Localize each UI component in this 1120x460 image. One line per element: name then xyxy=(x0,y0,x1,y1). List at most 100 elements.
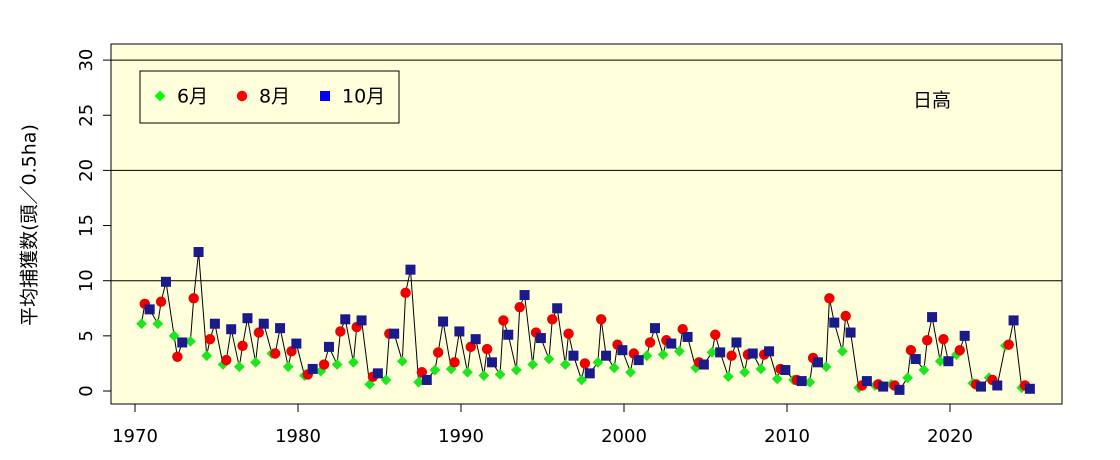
y-tick-label: 15 xyxy=(76,214,97,237)
point-circle xyxy=(318,359,330,370)
point-diamond xyxy=(559,359,571,370)
point-diamond xyxy=(918,364,930,376)
point-diamond xyxy=(527,359,539,370)
legend-label: 6月 xyxy=(177,86,208,108)
point-diamond xyxy=(902,372,914,384)
point-diamond xyxy=(674,345,685,357)
point-circle xyxy=(498,315,509,326)
point-square xyxy=(454,326,465,337)
point-square xyxy=(910,354,921,365)
legend: 6月 8月 10月 xyxy=(139,70,400,124)
point-diamond xyxy=(152,318,164,330)
point-square xyxy=(356,315,367,326)
point-square xyxy=(878,381,889,392)
point-square xyxy=(959,330,970,341)
point-circle xyxy=(938,333,949,345)
point-square xyxy=(617,345,628,356)
point-circle xyxy=(204,333,216,345)
point-square xyxy=(633,355,644,366)
point-diamond xyxy=(722,371,734,383)
point-square xyxy=(421,374,432,385)
point-circle xyxy=(155,296,167,307)
point-diamond xyxy=(641,350,653,362)
point-circle xyxy=(1003,339,1014,350)
point-square xyxy=(242,313,253,324)
x-tick-label: 1970 xyxy=(112,426,158,447)
legend-marker xyxy=(320,91,330,101)
y-tick-label: 30 xyxy=(76,49,97,72)
point-diamond xyxy=(348,356,359,368)
point-circle xyxy=(921,335,933,346)
legend-label: 8月 xyxy=(259,86,290,108)
point-circle xyxy=(563,328,574,339)
point-square xyxy=(535,333,546,344)
point-square xyxy=(845,327,856,338)
point-circle xyxy=(416,367,428,378)
point-circle xyxy=(188,293,199,304)
point-circle xyxy=(481,343,493,355)
point-diamond xyxy=(576,374,588,386)
point-circle xyxy=(286,346,297,357)
point-square xyxy=(340,314,351,325)
point-square xyxy=(323,341,334,352)
point-square xyxy=(715,347,726,358)
point-diamond xyxy=(771,373,783,385)
legend-box xyxy=(139,70,400,124)
point-diamond xyxy=(608,362,620,374)
point-circle xyxy=(595,314,607,325)
point-square xyxy=(160,276,171,287)
point-square xyxy=(731,337,742,348)
legend-marker xyxy=(154,90,166,102)
point-diamond xyxy=(315,365,327,377)
point-square xyxy=(1024,383,1035,394)
x-axis: 1970 1980 1990 2000 2010 2020 xyxy=(112,403,973,447)
point-circle xyxy=(432,347,444,358)
point-square xyxy=(829,317,840,328)
x-tick-label: 2010 xyxy=(764,426,810,447)
point-square xyxy=(438,316,449,327)
point-square xyxy=(601,350,612,361)
horizontal-gridlines xyxy=(111,59,1062,282)
point-circle xyxy=(400,287,411,299)
point-diamond xyxy=(233,361,245,373)
point-circle xyxy=(824,293,835,304)
region-label: 日高 xyxy=(913,90,951,112)
point-square xyxy=(649,323,660,334)
point-diamond xyxy=(168,330,180,342)
point-square xyxy=(405,264,416,275)
data-points xyxy=(136,247,1035,395)
point-square xyxy=(698,359,709,370)
point-square xyxy=(796,376,807,387)
y-tick-label: 20 xyxy=(76,159,97,182)
point-circle xyxy=(726,350,737,361)
point-square xyxy=(144,304,155,315)
point-circle xyxy=(514,301,525,313)
point-diamond xyxy=(201,350,213,362)
point-circle xyxy=(677,324,688,335)
point-circle xyxy=(172,351,183,363)
point-diamond xyxy=(592,356,604,368)
point-diamond xyxy=(331,359,343,370)
y-tick-label: 25 xyxy=(76,104,97,127)
point-square xyxy=(927,312,938,323)
point-circle xyxy=(905,344,917,356)
point-diamond xyxy=(543,353,555,365)
point-square xyxy=(584,368,595,379)
point-square xyxy=(372,368,383,379)
legend-marker xyxy=(236,90,248,102)
point-square xyxy=(291,338,302,349)
point-square xyxy=(519,290,530,301)
x-tick-label: 1980 xyxy=(275,426,321,447)
point-square xyxy=(780,365,791,376)
point-diamond xyxy=(837,345,848,357)
point-circle xyxy=(237,340,248,351)
point-diamond xyxy=(478,370,490,381)
point-square xyxy=(747,348,758,359)
point-circle xyxy=(465,341,476,353)
point-circle xyxy=(253,327,265,338)
y-axis: 0 5 10 15 20 25 30 xyxy=(76,49,112,397)
point-circle xyxy=(710,329,721,340)
point-circle xyxy=(335,326,346,337)
point-diamond xyxy=(511,364,522,376)
